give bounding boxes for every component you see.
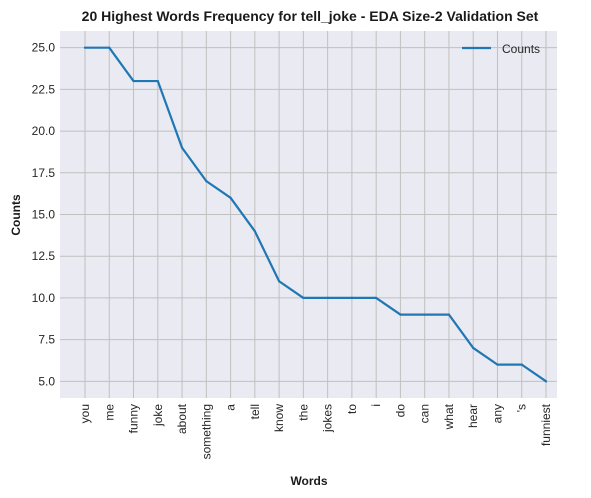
y-tick-label: 25.0 bbox=[32, 41, 56, 55]
x-tick-label: i bbox=[369, 404, 383, 407]
y-tick-label: 12.5 bbox=[32, 249, 56, 263]
x-tick-label: joke bbox=[151, 404, 165, 427]
data-point bbox=[108, 46, 111, 49]
data-point bbox=[156, 79, 159, 83]
y-tick-label: 7.5 bbox=[38, 333, 55, 347]
data-point bbox=[544, 380, 548, 383]
data-point bbox=[253, 230, 256, 233]
x-tick-label: do bbox=[393, 404, 407, 418]
series-line-counts bbox=[83, 46, 548, 383]
data-point bbox=[375, 296, 378, 300]
x-tick-label: 's bbox=[515, 404, 529, 412]
x-tick-label: hear bbox=[466, 404, 480, 428]
x-tick-label: the bbox=[296, 404, 310, 421]
y-tick-label: 15.0 bbox=[32, 208, 56, 222]
data-point bbox=[423, 313, 426, 316]
data-point bbox=[496, 363, 499, 366]
x-tick-label: jokes bbox=[321, 404, 335, 433]
y-tick-label: 5.0 bbox=[38, 374, 55, 388]
x-tick-label: me bbox=[102, 404, 116, 421]
series-layer bbox=[83, 46, 548, 383]
y-tick-label: 17.5 bbox=[32, 166, 56, 180]
grid-lines bbox=[60, 31, 557, 398]
x-axis-ticks: you me funny joke about something a tell know the… bbox=[78, 403, 553, 459]
x-tick-label: can bbox=[418, 404, 432, 423]
y-axis-label: Counts bbox=[9, 194, 23, 236]
data-point bbox=[520, 363, 523, 366]
legend: Counts bbox=[462, 42, 540, 56]
y-tick-label: 10.0 bbox=[32, 291, 56, 305]
legend-label-counts: Counts bbox=[502, 42, 540, 56]
data-point bbox=[205, 180, 208, 183]
x-tick-label: about bbox=[175, 403, 189, 434]
x-tick-label: to bbox=[345, 404, 359, 414]
data-point bbox=[326, 296, 329, 300]
chart-title: 20 Highest Words Frequency for tell_joke… bbox=[82, 8, 539, 24]
x-tick-label: funniest bbox=[539, 403, 553, 446]
y-axis-ticks: 5.0 7.5 10.0 12.5 15.0 17.5 20.0 22.5 25.0 bbox=[32, 41, 56, 389]
y-tick-label: 22.5 bbox=[32, 82, 56, 96]
data-point bbox=[447, 313, 451, 316]
x-axis-label: Words bbox=[290, 474, 327, 488]
data-point bbox=[399, 313, 402, 316]
y-tick-label: 20.0 bbox=[32, 124, 56, 138]
data-point bbox=[472, 346, 475, 350]
x-tick-label: something bbox=[199, 404, 213, 459]
x-tick-label: tell bbox=[248, 404, 262, 419]
x-tick-label: know bbox=[272, 404, 286, 432]
data-point bbox=[278, 280, 281, 283]
data-point bbox=[83, 46, 87, 49]
data-point bbox=[229, 196, 232, 199]
x-tick-label: a bbox=[224, 404, 238, 411]
data-point bbox=[350, 296, 353, 300]
x-tick-label: you bbox=[78, 404, 92, 423]
data-point bbox=[180, 146, 184, 149]
data-point bbox=[302, 296, 305, 300]
x-tick-label: funny bbox=[127, 404, 141, 433]
x-tick-label: what bbox=[442, 403, 456, 430]
data-point bbox=[132, 79, 135, 83]
x-tick-label: any bbox=[490, 404, 504, 423]
